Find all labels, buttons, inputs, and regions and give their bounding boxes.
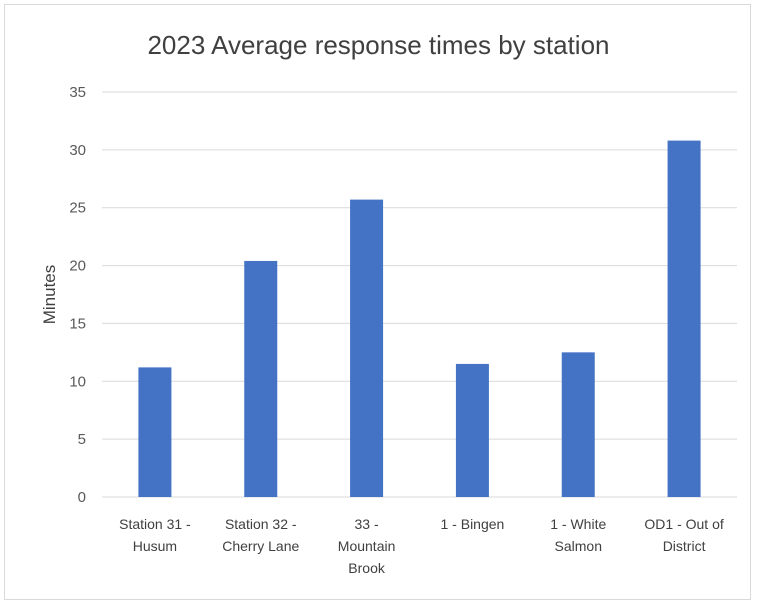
y-tick-label: 10 bbox=[69, 373, 86, 390]
y-tick-label: 0 bbox=[78, 489, 86, 506]
x-tick-label: OD1 - Out of District bbox=[644, 516, 723, 554]
chart-title: 2023 Average response times by station bbox=[147, 30, 610, 60]
y-tick-label: 15 bbox=[69, 315, 86, 332]
bar bbox=[244, 260, 278, 497]
bar bbox=[667, 140, 701, 497]
y-tick-label: 35 bbox=[69, 84, 86, 101]
x-tick-label: Station 32 -Cherry Lane bbox=[222, 516, 299, 554]
y-tick-label: 30 bbox=[69, 142, 86, 159]
bar bbox=[455, 363, 489, 497]
x-tick-label: 1 - White Salmon bbox=[550, 516, 606, 554]
bar bbox=[138, 367, 172, 497]
y-tick-label: 25 bbox=[69, 200, 86, 217]
bar bbox=[561, 352, 595, 497]
y-axis-label: Minutes bbox=[40, 265, 59, 325]
x-tick-label: Station 31 -Husum bbox=[119, 516, 191, 554]
x-tick-label: 1 - Bingen bbox=[441, 516, 505, 532]
x-tick-label: 33 -Mountain Brook bbox=[338, 516, 396, 576]
y-tick-label: 5 bbox=[78, 431, 86, 448]
bar bbox=[350, 199, 384, 497]
y-tick-label: 20 bbox=[69, 258, 86, 275]
